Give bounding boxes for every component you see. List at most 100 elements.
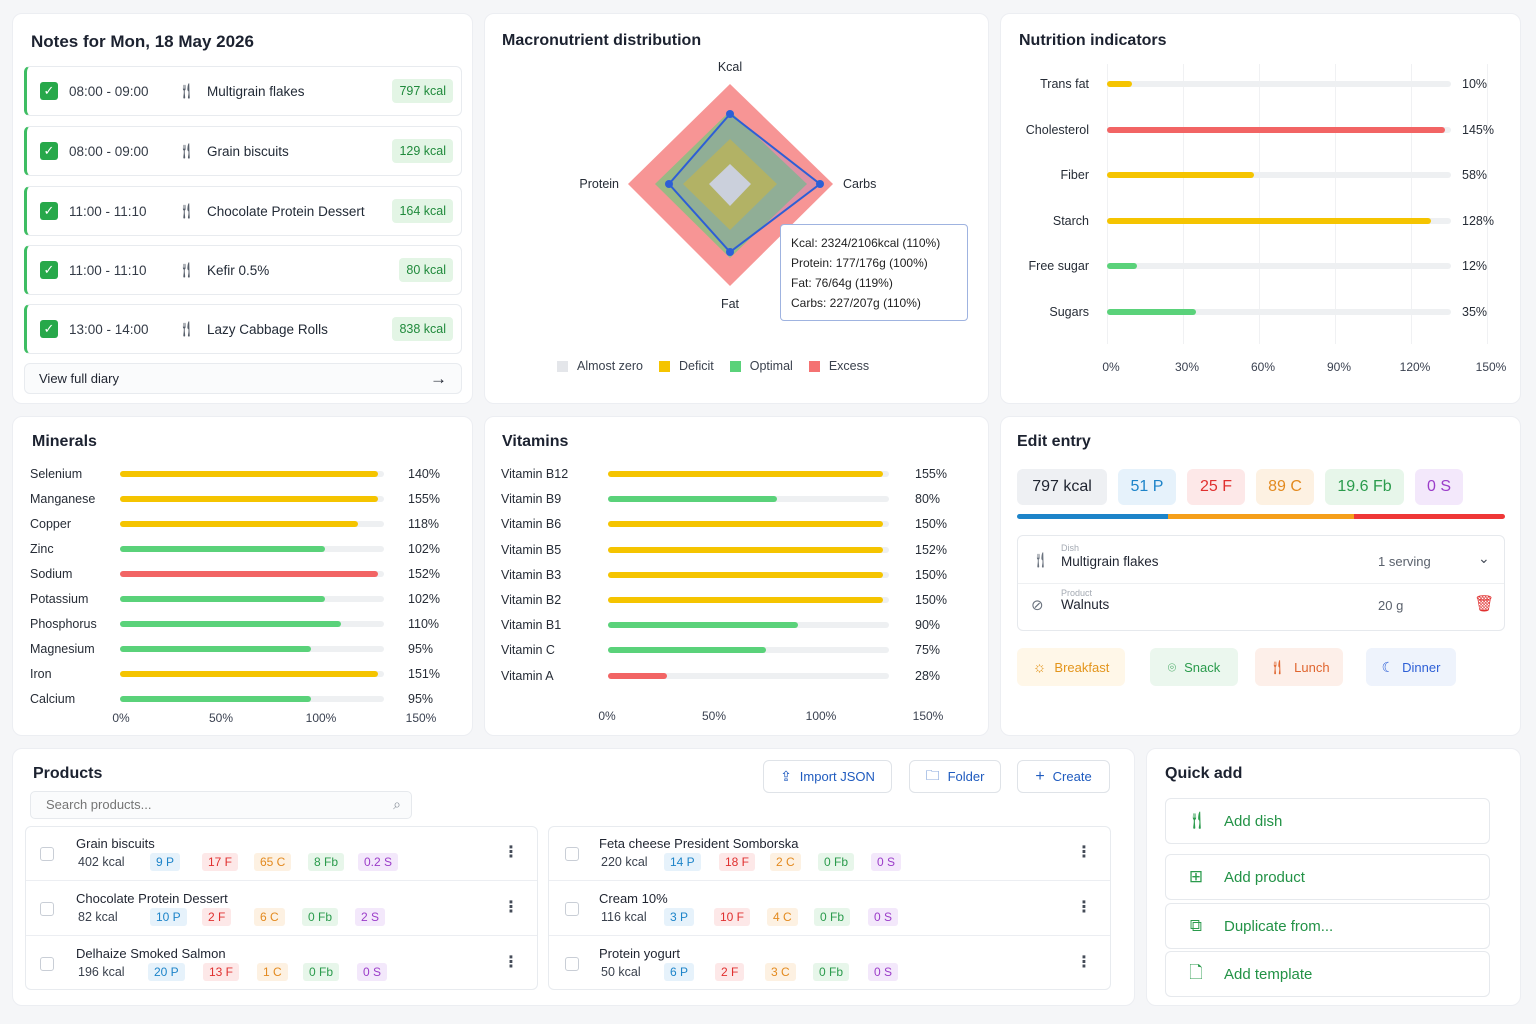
bar-track	[120, 596, 384, 602]
more-options-icon[interactable]: ⋮	[1076, 899, 1092, 916]
notes-card: Notes for Mon, 18 May 2026 ✓ 08:00 - 09:…	[12, 13, 473, 404]
radar-legend: Almost zero Deficit Optimal Excess	[557, 359, 869, 373]
more-options-icon[interactable]: ⋮	[1076, 844, 1092, 861]
product-row[interactable]: Protein yogurt 50 kcal 6 P 2 F 3 C 0 Fb …	[549, 937, 1110, 989]
bar-fill	[608, 546, 883, 553]
bar-fill	[608, 521, 883, 528]
split-protein	[1017, 514, 1169, 519]
protein-chip: 20 P	[148, 963, 185, 981]
search-box[interactable]: ⌕	[30, 791, 412, 819]
row-checkbox[interactable]	[40, 847, 54, 861]
protein-chip: 3 P	[664, 908, 695, 926]
folder-button[interactable]: 🗀︎ Folder	[909, 760, 1001, 793]
radar-point-carbs[interactable]	[816, 180, 824, 188]
bar-fill	[1107, 217, 1432, 224]
checkbox-checked-icon[interactable]: ✓	[40, 142, 58, 160]
legend-item[interactable]: Optimal	[729, 359, 793, 373]
carbs-chip: 2 C	[770, 853, 801, 871]
product-row[interactable]: ⊘ Product Walnuts 20 g 🗑︎	[1018, 584, 1504, 630]
axis-tick-label: 0%	[112, 711, 130, 725]
snack-button[interactable]: ⌾ Snack	[1150, 648, 1238, 686]
add-template-button[interactable]: 🗋︎ Add template	[1165, 951, 1490, 997]
row-checkbox[interactable]	[565, 902, 579, 916]
legend-item[interactable]: Almost zero	[557, 359, 643, 373]
sugar-chip: 0 S	[357, 963, 388, 981]
product-row[interactable]: Grain biscuits 402 kcal 9 P 17 F 65 C 8 …	[26, 827, 537, 881]
checkbox-checked-icon[interactable]: ✓	[40, 261, 58, 279]
note-entry[interactable]: ✓ 11:00 - 11:10 🍴︎ Chocolate Protein Des…	[24, 186, 462, 236]
carbs-chip: 89 C	[1256, 469, 1314, 505]
sugar-chip: 0 S	[1415, 469, 1463, 505]
tooltip-line: Kcal: 2324/2106kcal (110%)	[791, 236, 941, 250]
legend-item[interactable]: Excess	[808, 359, 869, 373]
duplicate-from-button[interactable]: ⧉ Duplicate from...	[1165, 903, 1490, 949]
carbs-chip: 65 C	[254, 853, 292, 871]
bar-label: Calcium	[30, 692, 76, 706]
fat-chip: 25 F	[1187, 469, 1245, 505]
bar-value-label: 151%	[408, 667, 440, 681]
trash-icon[interactable]: 🗑︎	[1474, 596, 1495, 613]
checkbox-checked-icon[interactable]: ✓	[40, 202, 58, 220]
fiber-chip: 19.6 Fb	[1325, 469, 1404, 505]
more-options-icon[interactable]: ⋮	[1076, 954, 1092, 971]
more-options-icon[interactable]: ⋮	[503, 954, 519, 971]
checkbox-checked-icon[interactable]: ✓	[40, 320, 58, 338]
note-entry[interactable]: ✓ 08:00 - 09:00 🍴︎ Grain biscuits 129 kc…	[24, 126, 462, 176]
breakfast-label: Breakfast	[1054, 659, 1110, 675]
create-button[interactable]: + Create	[1017, 760, 1110, 793]
row-checkbox[interactable]	[40, 902, 54, 916]
checkbox-checked-icon[interactable]: ✓	[40, 82, 58, 100]
row-checkbox[interactable]	[565, 957, 579, 971]
bar-label: Vitamin B5	[501, 542, 562, 557]
carbs-chip: 6 C	[254, 908, 285, 926]
product-name: Protein yogurt	[599, 946, 680, 961]
bar-fill	[120, 571, 378, 577]
dinner-button[interactable]: ☾ Dinner	[1366, 648, 1456, 686]
product-row[interactable]: Delhaize Smoked Salmon 196 kcal 20 P 13 …	[26, 937, 537, 989]
legend-swatch-deficit	[659, 360, 670, 372]
bar-fill	[120, 621, 342, 627]
dish-label: Dish	[1061, 543, 1080, 553]
product-kcal: 196 kcal	[78, 965, 125, 979]
carbs-chip: 4 C	[767, 908, 798, 926]
cutlery-icon: 🍴︎	[177, 83, 197, 100]
view-full-diary-button[interactable]: View full diary →	[24, 363, 462, 394]
import-json-button[interactable]: ⇪ Import JSON	[763, 760, 892, 793]
search-icon[interactable]: ⌕	[393, 796, 401, 812]
radar-point-protein[interactable]	[665, 180, 673, 188]
lunch-button[interactable]: 🍴︎ Lunch	[1255, 648, 1343, 686]
note-entry[interactable]: ✓ 08:00 - 09:00 🍴︎ Multigrain flakes 797…	[24, 66, 462, 116]
entry-items-box: 🍴︎ Dish Multigrain flakes 1 serving ⌄ ⊘ …	[1017, 535, 1505, 631]
sugar-chip: 0.2 S	[358, 853, 399, 871]
product-row[interactable]: Chocolate Protein Dessert 82 kcal 10 P 2…	[26, 882, 537, 936]
chevron-down-icon[interactable]: ⌄	[1478, 550, 1490, 566]
note-entry[interactable]: ✓ 13:00 - 14:00 🍴︎ Lazy Cabbage Rolls 83…	[24, 304, 462, 354]
product-row[interactable]: Feta cheese President Somborska 220 kcal…	[549, 827, 1110, 881]
more-options-icon[interactable]: ⋮	[503, 844, 519, 861]
add-dish-button[interactable]: 🍴︎ Add dish	[1165, 798, 1490, 844]
bar-value-label: 110%	[408, 617, 440, 631]
row-checkbox[interactable]	[565, 847, 579, 861]
radar-point-kcal[interactable]	[726, 110, 734, 118]
search-input[interactable]	[46, 797, 376, 812]
row-checkbox[interactable]	[40, 957, 54, 971]
axis-tick-label: 100%	[305, 711, 337, 725]
bar-track	[120, 671, 384, 677]
bar-value-label: 90%	[915, 618, 941, 633]
bar-track	[608, 521, 889, 528]
fat-chip: 2 F	[715, 963, 745, 981]
macro-card: Macronutrient distribution Kcal Carbs Fa…	[484, 13, 989, 404]
bar-value-label: 155%	[915, 467, 947, 481]
product-name: Feta cheese President Somborska	[599, 836, 799, 851]
product-row[interactable]: Cream 10% 116 kcal 3 P 10 F 4 C 0 Fb 0 S…	[549, 882, 1110, 936]
dish-row[interactable]: 🍴︎ Dish Multigrain flakes 1 serving ⌄	[1018, 536, 1504, 584]
more-options-icon[interactable]: ⋮	[503, 899, 519, 916]
legend-item[interactable]: Deficit	[659, 359, 714, 373]
breakfast-button[interactable]: ☼ Breakfast	[1017, 648, 1125, 686]
radar-point-fat[interactable]	[726, 248, 734, 256]
note-entry[interactable]: ✓ 11:00 - 11:10 🍴︎ Kefir 0.5% 80 kcal	[24, 245, 462, 295]
kcal-badge: 80 kcal	[399, 258, 453, 282]
add-product-button[interactable]: ⊞ Add product	[1165, 854, 1490, 900]
bar-label: Iron	[30, 667, 52, 681]
cutlery-icon: 🍴︎	[1186, 811, 1208, 830]
